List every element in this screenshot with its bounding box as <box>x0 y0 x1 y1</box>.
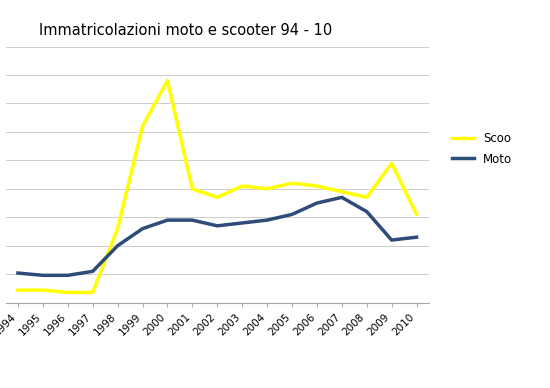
Scoo <box>264 187 271 191</box>
Scoo <box>189 187 196 191</box>
Moto <box>15 271 21 275</box>
Scoo <box>314 184 320 188</box>
Moto <box>388 238 395 242</box>
Moto <box>289 212 295 217</box>
Moto <box>264 218 271 222</box>
Text: Immatricolazioni moto e scooter 94 - 10: Immatricolazioni moto e scooter 94 - 10 <box>40 23 333 38</box>
Scoo <box>164 78 170 83</box>
Scoo <box>15 288 21 293</box>
Line: Scoo: Scoo <box>18 81 416 293</box>
Moto <box>314 201 320 205</box>
Moto <box>64 273 71 278</box>
Scoo <box>289 181 295 185</box>
Moto <box>338 195 345 200</box>
Moto <box>239 221 245 225</box>
Scoo <box>40 288 46 293</box>
Moto <box>364 209 370 214</box>
Scoo <box>413 212 420 217</box>
Scoo <box>64 290 71 295</box>
Legend: Scoo, Moto: Scoo, Moto <box>448 128 517 170</box>
Scoo <box>338 189 345 194</box>
Scoo <box>388 161 395 166</box>
Moto <box>40 273 46 278</box>
Scoo <box>364 195 370 200</box>
Scoo <box>90 290 96 295</box>
Line: Moto: Moto <box>18 197 416 275</box>
Moto <box>90 269 96 274</box>
Moto <box>114 243 121 248</box>
Moto <box>189 218 196 222</box>
Scoo <box>214 195 221 200</box>
Scoo <box>239 184 245 188</box>
Moto <box>164 218 170 222</box>
Moto <box>413 235 420 239</box>
Scoo <box>114 226 121 231</box>
Moto <box>139 226 146 231</box>
Moto <box>214 223 221 228</box>
Scoo <box>139 124 146 128</box>
